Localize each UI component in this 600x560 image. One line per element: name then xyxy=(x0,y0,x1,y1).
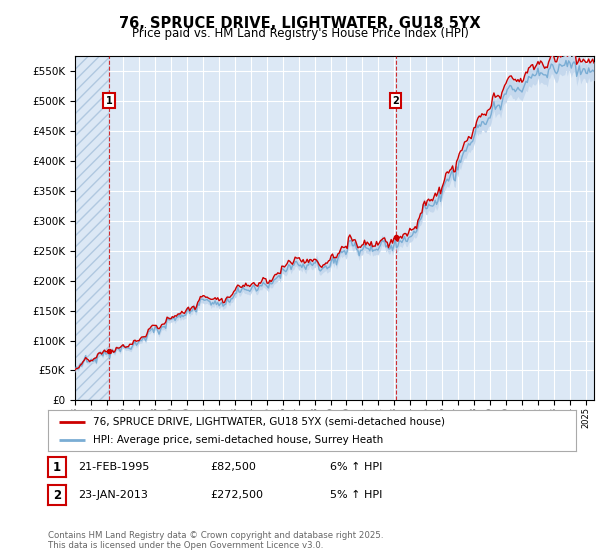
Text: HPI: Average price, semi-detached house, Surrey Heath: HPI: Average price, semi-detached house,… xyxy=(93,435,383,445)
Text: 5% ↑ HPI: 5% ↑ HPI xyxy=(330,490,382,500)
Text: 76, SPRUCE DRIVE, LIGHTWATER, GU18 5YX (semi-detached house): 76, SPRUCE DRIVE, LIGHTWATER, GU18 5YX (… xyxy=(93,417,445,427)
Text: 76, SPRUCE DRIVE, LIGHTWATER, GU18 5YX: 76, SPRUCE DRIVE, LIGHTWATER, GU18 5YX xyxy=(119,16,481,31)
Text: Contains HM Land Registry data © Crown copyright and database right 2025.
This d: Contains HM Land Registry data © Crown c… xyxy=(48,531,383,550)
Text: 6% ↑ HPI: 6% ↑ HPI xyxy=(330,462,382,472)
Text: £272,500: £272,500 xyxy=(210,490,263,500)
Text: 23-JAN-2013: 23-JAN-2013 xyxy=(78,490,148,500)
Text: 2: 2 xyxy=(53,488,61,502)
Text: £82,500: £82,500 xyxy=(210,462,256,472)
Text: 21-FEB-1995: 21-FEB-1995 xyxy=(78,462,149,472)
Text: 2: 2 xyxy=(392,96,399,106)
Text: 1: 1 xyxy=(106,96,112,106)
Text: 1: 1 xyxy=(53,460,61,474)
Text: Price paid vs. HM Land Registry's House Price Index (HPI): Price paid vs. HM Land Registry's House … xyxy=(131,27,469,40)
